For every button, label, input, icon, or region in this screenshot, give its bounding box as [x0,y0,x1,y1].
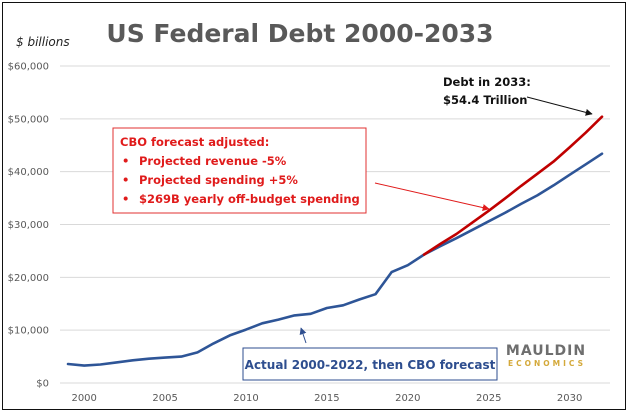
bullet-2: Projected spending +5% [139,173,298,187]
x-axis-ticks: 2000 2005 2010 2015 2020 2025 2030 [71,393,582,404]
cbo-annotation-heading: CBO forecast adjusted: [120,135,269,149]
debt-2033-arrow [526,96,593,116]
bullet-2-marker: • [122,173,129,187]
y-tick-label: $60,000 [8,62,49,73]
y-tick-label: $0 [36,379,49,390]
y-tick-label: $40,000 [8,167,49,178]
debt-2033-annotation: Debt in 2033: $54.4 Trillion [443,75,593,116]
actual-annotation: Actual 2000-2022, then CBO forecast [242,327,498,381]
x-tick-label: 2005 [152,393,177,404]
x-tick-label: 2025 [476,393,501,404]
cbo-annotation-arrow [374,182,490,212]
debt-2033-line-2: $54.4 Trillion [443,93,528,107]
actual-annotation-text: Actual 2000-2022, then CBO forecast [245,358,496,372]
logo-top-text: MAULDIN [506,343,586,359]
y-tick-label: $30,000 [8,220,49,231]
debt-2033-line-1: Debt in 2033: [443,75,531,89]
y-tick-label: $20,000 [8,273,49,284]
x-tick-label: 2000 [71,393,96,404]
bullet-3: $269B yearly off-budget spending [139,192,360,206]
y-axis-units-label: $ billions [16,35,70,49]
series-line-actual-cbo [66,152,604,367]
x-tick-label: 2010 [233,393,258,404]
chart-title: US Federal Debt 2000-2033 [106,19,493,48]
y-tick-label: $50,000 [8,114,49,125]
y-axis-ticks: $0 $10,000 $20,000 $30,000 $40,000 $50,000 $60… [8,62,49,390]
mauldin-economics-logo: MAULDIN ECONOMICS [506,343,586,368]
y-tick-label: $10,000 [8,326,49,337]
series-line-cbo-adjusted [422,115,604,256]
cbo-annotation: CBO forecast adjusted: • Projected reven… [112,127,490,214]
x-tick-label: 2030 [557,393,582,404]
cbo-annotation-box [112,127,367,214]
bullet-1-marker: • [122,154,129,168]
series-lines [66,115,604,367]
x-tick-label: 2015 [314,393,339,404]
actual-annotation-arrow [299,327,307,344]
logo-bottom-text: ECONOMICS [508,359,586,368]
bullet-1: Projected revenue -5% [139,154,287,168]
bullet-3-marker: • [122,192,129,206]
x-tick-label: 2020 [395,393,420,404]
gridlines [60,65,610,384]
actual-annotation-box [242,347,498,381]
